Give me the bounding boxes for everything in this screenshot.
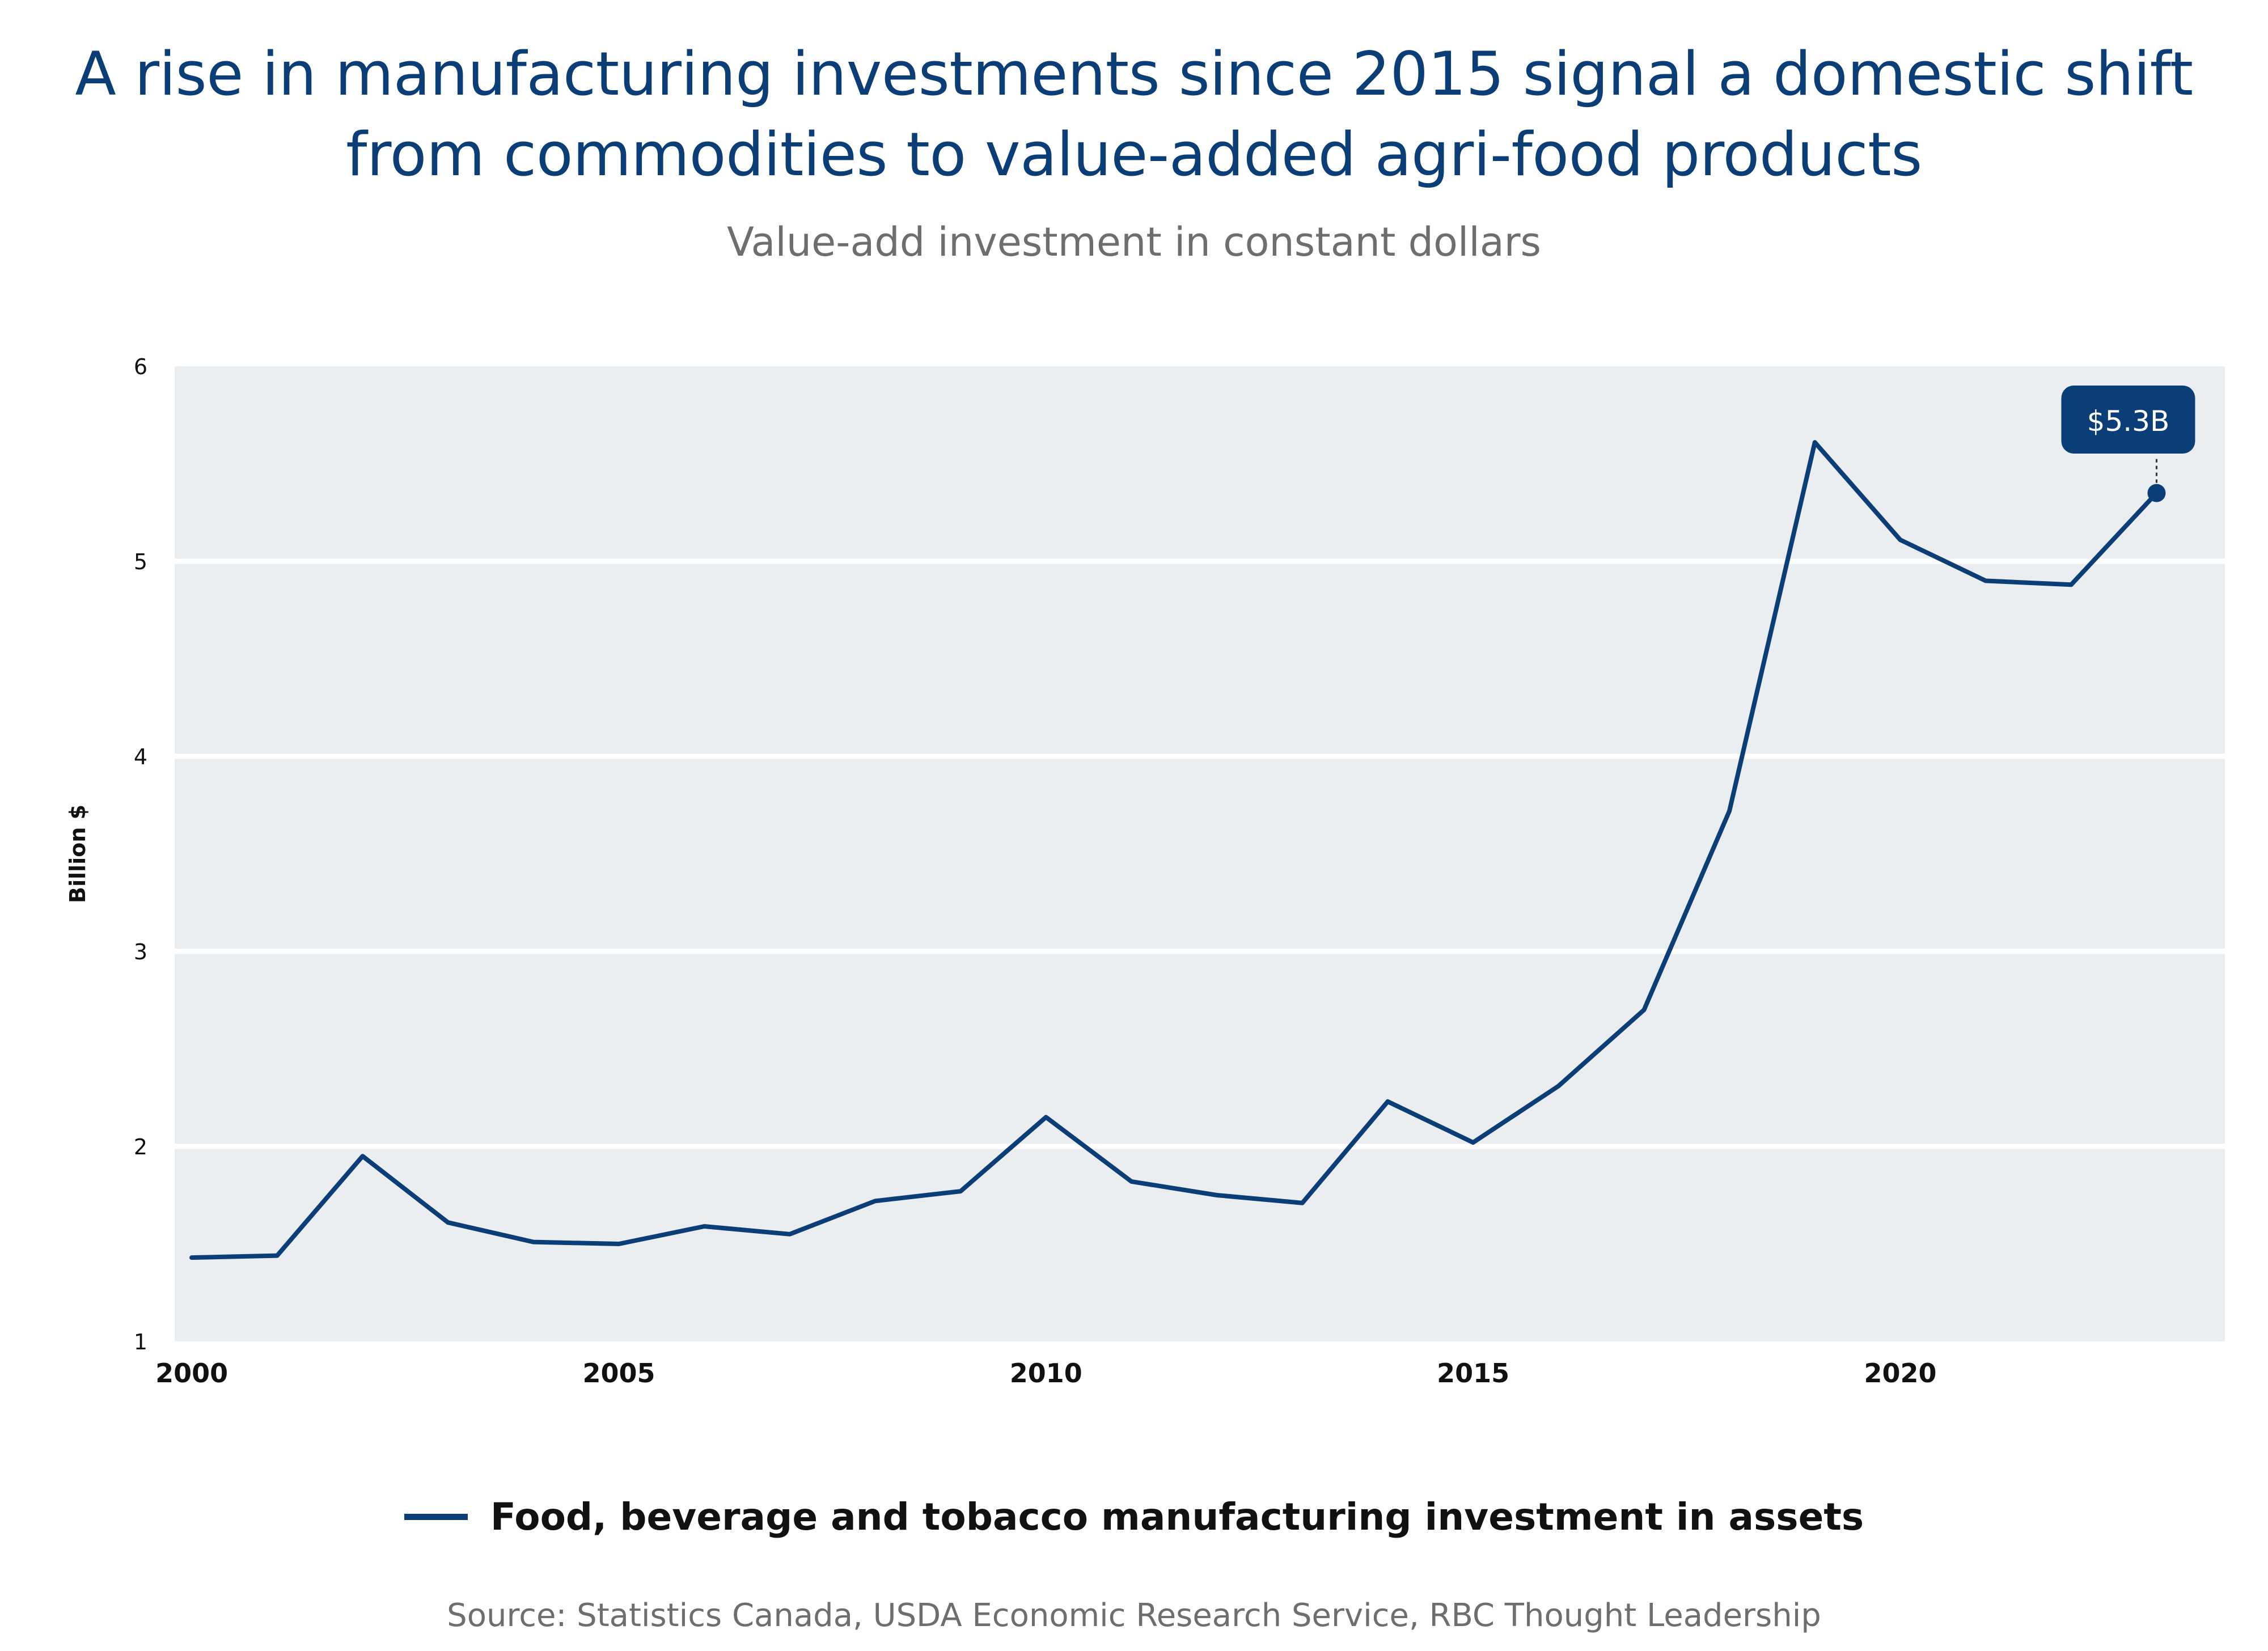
data-point-2014: [1386, 1100, 1389, 1103]
x-tick-label-2020: 2020: [1864, 1358, 1936, 1388]
y-tick-label-2: 2: [134, 1134, 147, 1159]
series-line-0: [189, 440, 2159, 1260]
annotation-box: [2061, 386, 2195, 454]
data-point-2016: [1557, 1084, 1560, 1087]
y-axis-label: Billion $: [65, 805, 90, 903]
data-point-2019: [1813, 441, 1817, 444]
data-point-2011: [1129, 1180, 1133, 1183]
data-point-2010: [1044, 1115, 1048, 1119]
data-point-2021: [1984, 579, 1987, 582]
data-point-2002: [361, 1154, 364, 1158]
data-point-2017: [1642, 1008, 1645, 1011]
data-point-2007: [788, 1233, 792, 1236]
data-point-2018: [1728, 809, 1731, 812]
data-point-2004: [532, 1241, 535, 1244]
data-point-2000: [190, 1256, 193, 1259]
x-tick-label-2010: 2010: [1010, 1358, 1082, 1388]
chart-title-line-1: A rise in manufacturing investments sinc…: [75, 39, 2193, 109]
y-tick-label-5: 5: [134, 549, 147, 574]
data-point-2005: [617, 1242, 620, 1246]
data-point-2003: [446, 1221, 450, 1224]
chart-subtitle: Value-add investment in constant dollars: [727, 219, 1541, 265]
annotation-label: $5.3B: [2087, 405, 2170, 438]
x-tick-label-2005: 2005: [582, 1358, 655, 1388]
y-tick-label-1: 1: [134, 1330, 147, 1354]
data-point-2013: [1301, 1201, 1304, 1205]
y-tick-label-4: 4: [134, 744, 147, 769]
x-tick-label-2015: 2015: [1437, 1358, 1509, 1388]
data-point-2020: [1898, 538, 1902, 541]
y-tick-label-3: 3: [134, 939, 147, 964]
data-point-2009: [959, 1189, 962, 1193]
data-point-2015: [1471, 1141, 1475, 1144]
plot-background: [175, 366, 2225, 1341]
data-point-2008: [873, 1199, 877, 1203]
annotation-marker: [2147, 484, 2166, 502]
x-tick-label-2000: 2000: [155, 1358, 228, 1388]
y-tick-label-6: 6: [134, 354, 147, 379]
chart-title: A rise in manufacturing investments sinc…: [0, 34, 2268, 195]
data-point-2012: [1215, 1193, 1218, 1197]
data-point-2001: [276, 1254, 279, 1258]
source-note: Source: Statistics Canada, USDA Economic…: [447, 1597, 1821, 1634]
chart-legend: Food, beverage and tobacco manufacturing…: [0, 1491, 2268, 1542]
data-point-2006: [703, 1225, 706, 1228]
legend-label: Food, beverage and tobacco manufacturing…: [490, 1495, 1864, 1539]
legend-swatch: [404, 1513, 468, 1520]
data-point-2022: [2070, 583, 2073, 586]
chart-title-line-2: from commodities to value-added agri-foo…: [346, 120, 1922, 189]
